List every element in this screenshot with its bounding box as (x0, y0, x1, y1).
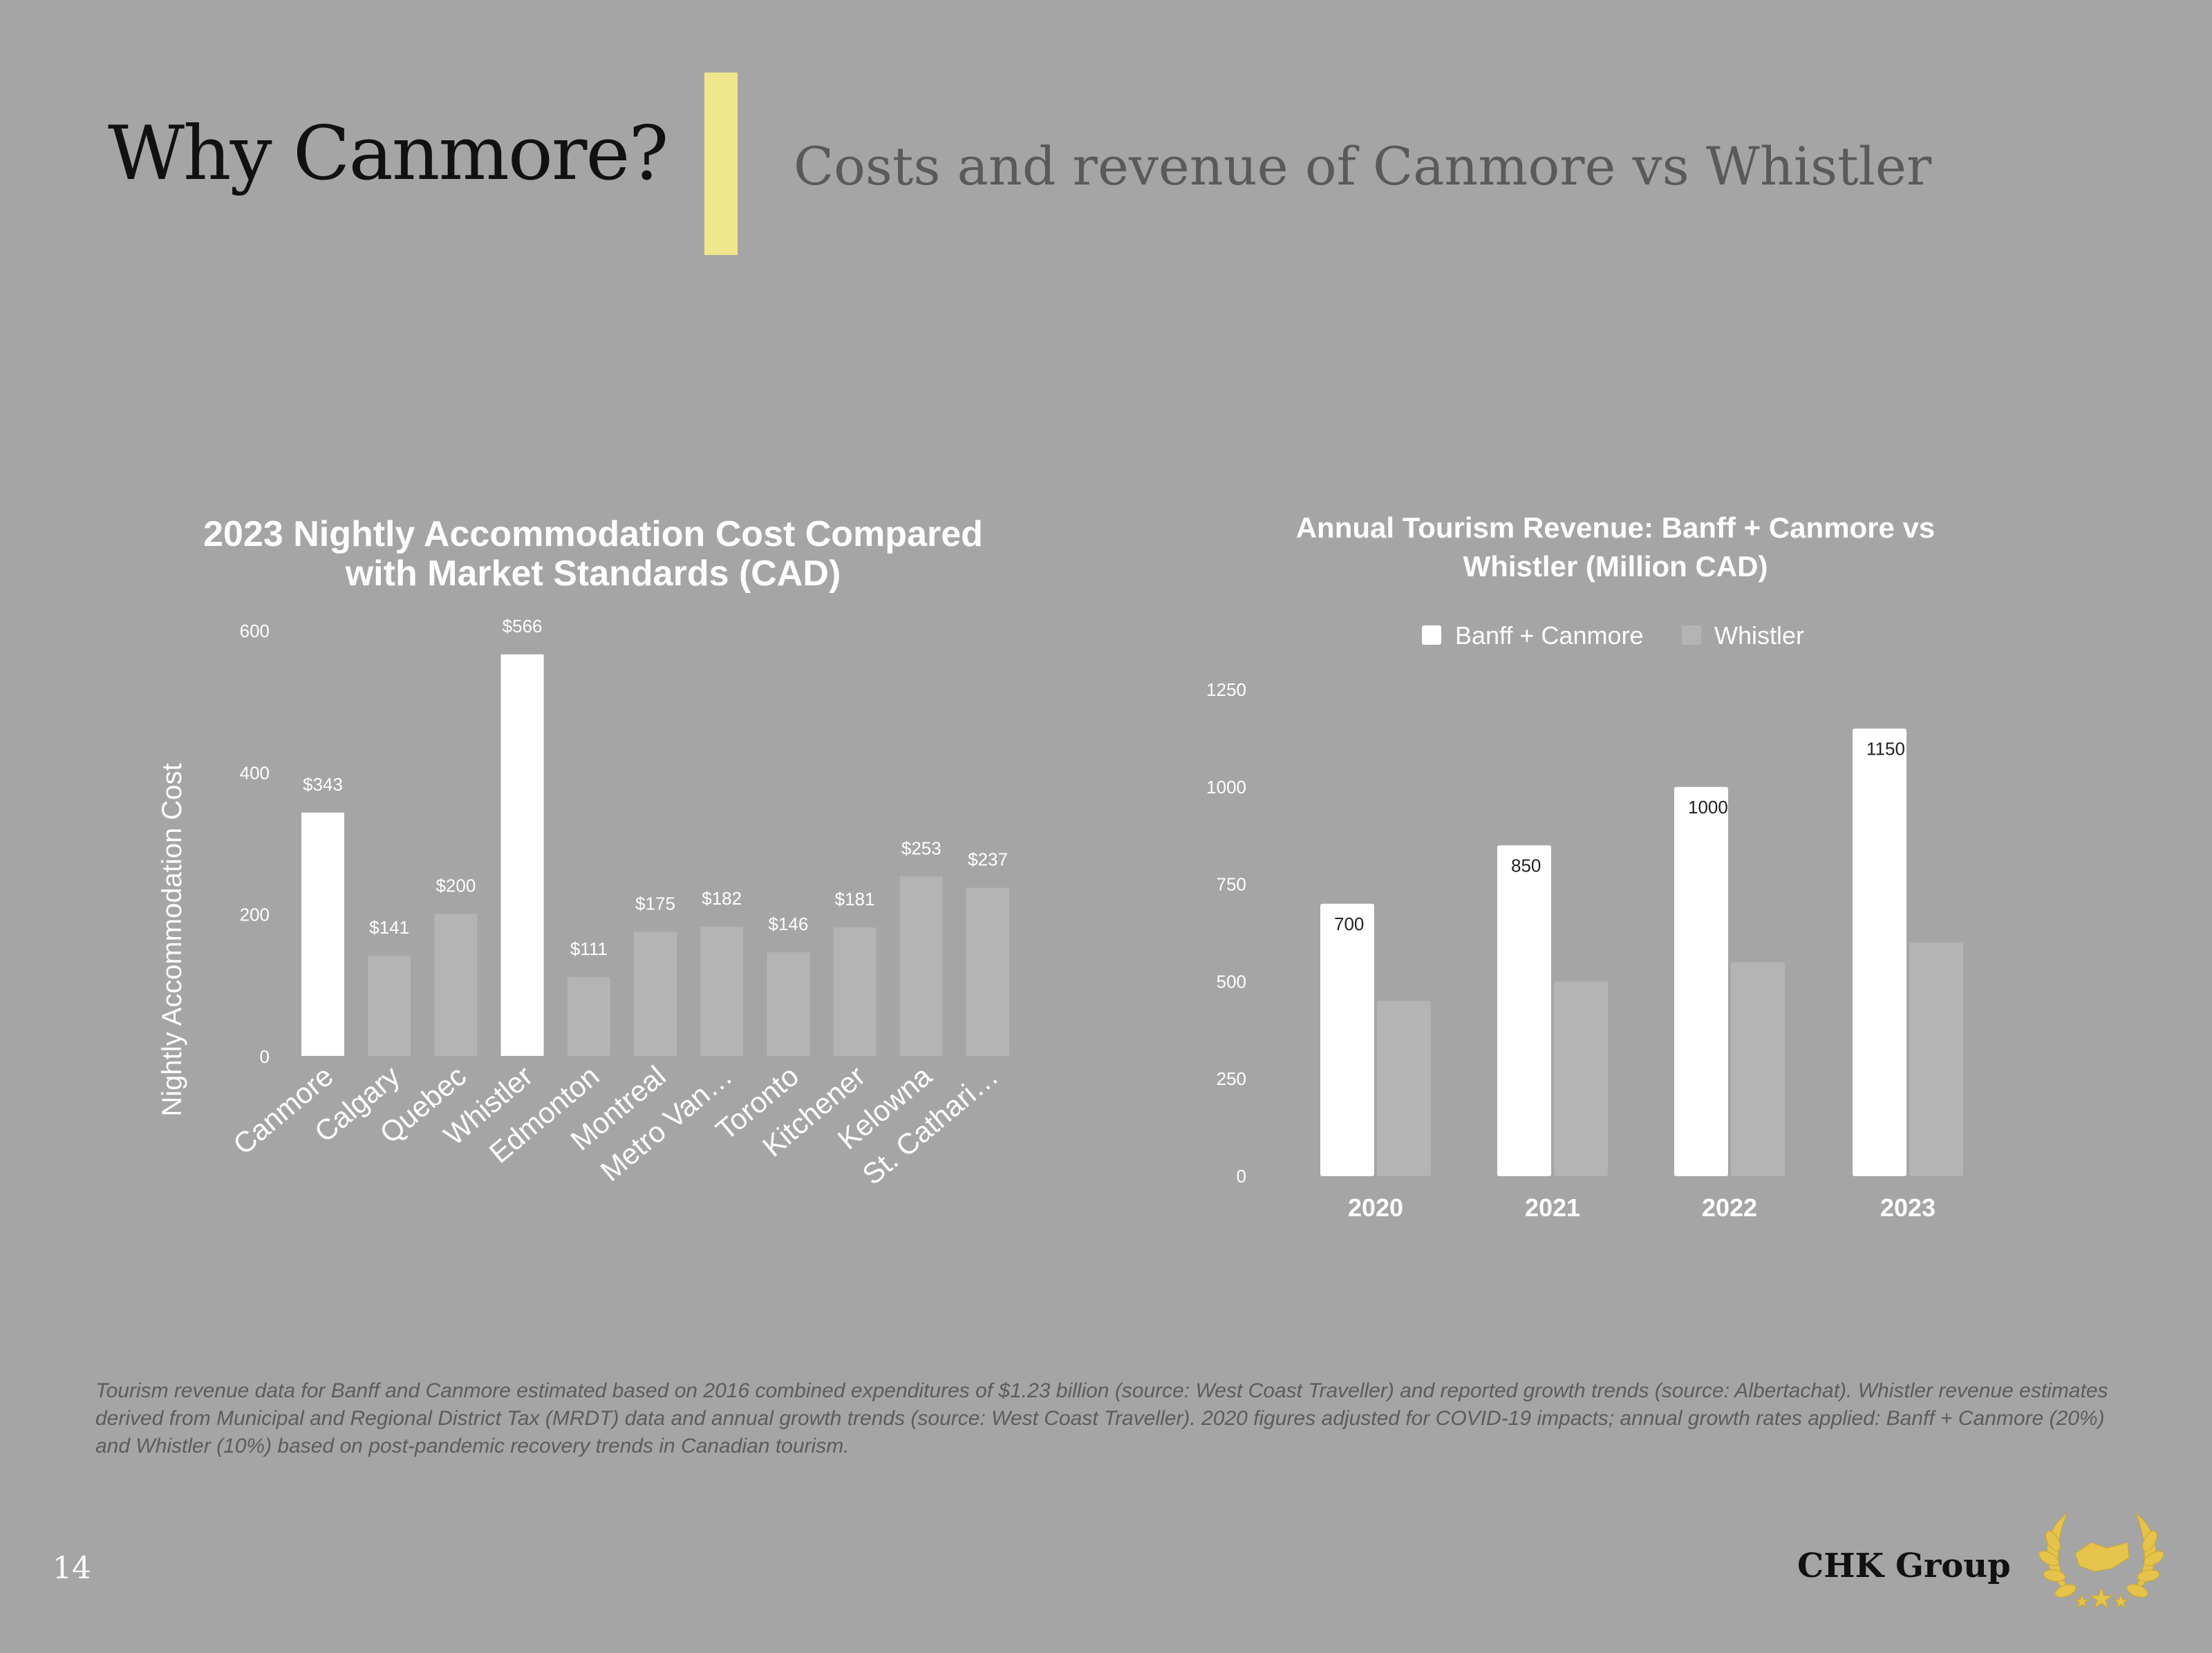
data-label: $141 (369, 917, 409, 938)
bar (1377, 1001, 1431, 1176)
y-tick-label: 250 (1217, 1068, 1246, 1089)
accommodation-cost-chart: 2023 Nightly Accommodation Cost Compared… (157, 514, 1009, 1191)
y-tick-label: 400 (240, 762, 270, 783)
bar (700, 927, 744, 1056)
brand-name: CHK Group (1797, 1547, 2011, 1585)
bar (1674, 786, 1728, 1176)
bar (1497, 845, 1551, 1176)
y-tick-label: 600 (240, 621, 270, 641)
page-subtitle: Costs and revenue of Canmore vs Whistler (794, 135, 1932, 197)
y-tick-label: 200 (240, 905, 270, 925)
y-tick-label: 1000 (1206, 777, 1246, 797)
bar (567, 977, 610, 1056)
data-label: $146 (768, 914, 808, 934)
data-label: 850 (1511, 855, 1541, 876)
y-tick-label: 750 (1217, 874, 1246, 895)
data-label: 1000 (1688, 797, 1728, 818)
bar (899, 876, 943, 1056)
bar (966, 887, 1009, 1056)
data-label: 700 (1334, 914, 1364, 934)
y-tick-label: 500 (1217, 971, 1246, 992)
legend-label: Whistler (1714, 621, 1804, 650)
data-label: $253 (901, 838, 941, 858)
laurel-handshake-icon (2038, 1512, 2164, 1609)
x-tick-label: 2022 (1702, 1193, 1757, 1222)
data-label: $237 (968, 849, 1008, 870)
data-label: $343 (303, 774, 343, 795)
bar (634, 932, 677, 1056)
chart-title-line-2: with Market Standards (CAD) (345, 554, 841, 594)
data-label: 1150 (1866, 738, 1905, 759)
y-tick-label: 0 (260, 1046, 270, 1067)
title-accent-bar (704, 73, 738, 255)
tourism-revenue-chart: Annual Tourism Revenue: Banff + Canmore … (1206, 511, 1963, 1222)
x-tick-label: 2023 (1880, 1193, 1936, 1222)
data-label: $175 (635, 893, 675, 914)
data-label: $200 (435, 876, 476, 896)
chart-title-line-1: Annual Tourism Revenue: Banff + Canmore … (1296, 511, 1936, 544)
data-label: $181 (835, 889, 875, 909)
page-title: Why Canmore? (108, 111, 668, 197)
x-tick-label: 2020 (1348, 1193, 1403, 1222)
data-label: $566 (503, 616, 543, 636)
y-tick-label: 1250 (1206, 679, 1246, 700)
bar (1853, 728, 1906, 1176)
bar (767, 952, 810, 1056)
source-footnote: Tourism revenue data for Banff and Canmo… (95, 1379, 2108, 1457)
y-tick-label: 0 (1237, 1166, 1246, 1187)
bar (1731, 962, 1785, 1176)
bar (368, 956, 411, 1056)
bar (1320, 903, 1374, 1176)
x-tick-label: 2021 (1525, 1193, 1580, 1222)
page-number: 14 (53, 1551, 91, 1586)
bar (500, 654, 544, 1056)
bar (434, 914, 478, 1056)
bar (1554, 981, 1608, 1176)
bar (833, 927, 877, 1056)
chart-title-line-2: Whistler (Million CAD) (1463, 550, 1768, 583)
y-axis-label: Nightly Accommodation Cost (157, 763, 187, 1116)
bar (301, 812, 344, 1056)
legend-swatch (1682, 625, 1701, 645)
data-label: $182 (702, 888, 742, 909)
x-tick-label: Canmore (227, 1059, 339, 1161)
data-label: $111 (570, 938, 608, 959)
legend-label: Banff + Canmore (1455, 621, 1644, 650)
legend-swatch (1422, 625, 1441, 645)
chart-title-line-1: 2023 Nightly Accommodation Cost Compared (203, 514, 983, 554)
bar (1909, 943, 1963, 1176)
